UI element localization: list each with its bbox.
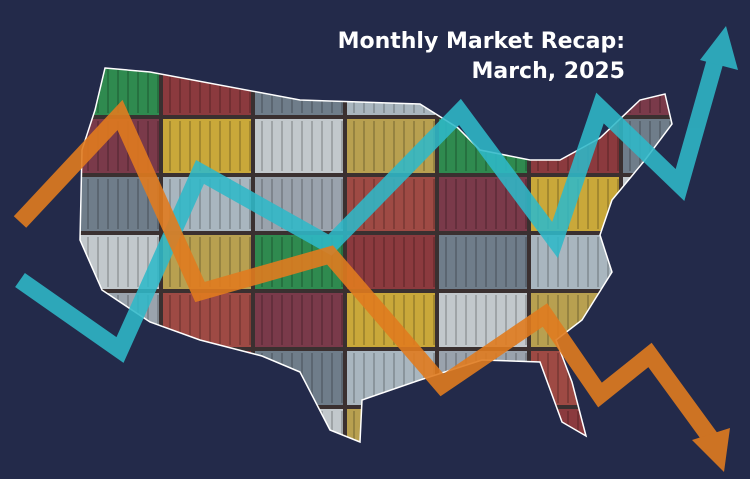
orange-arrowhead	[692, 428, 730, 472]
container	[253, 117, 345, 175]
teal-arrowhead	[700, 26, 738, 70]
us-outline	[79, 67, 673, 444]
container	[161, 117, 253, 175]
teal-line	[15, 55, 725, 363]
container	[437, 233, 529, 291]
orange-line	[13, 99, 719, 446]
title-line-1: Monthly Market Recap:	[338, 29, 625, 54]
teal-arrow	[15, 26, 738, 363]
container	[253, 291, 345, 349]
title-line-2: March, 2025	[471, 59, 625, 84]
orange-arrow	[13, 99, 730, 472]
